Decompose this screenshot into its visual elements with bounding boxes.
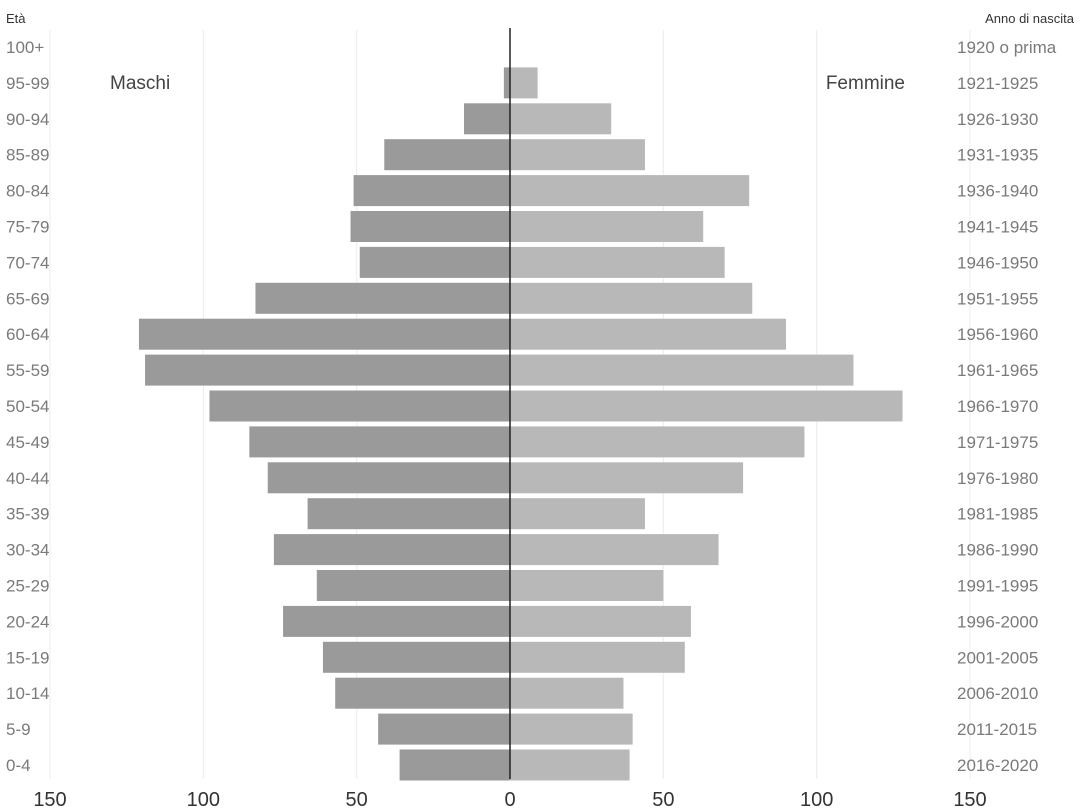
birth-year-tick-label: 1981-1985 <box>957 505 1038 524</box>
bar-female-45-49 <box>510 426 805 458</box>
tick-labels: 100+ 95-99 90-94 85-89 80-84 75-79 70-74 65-69 6… <box>6 38 1057 811</box>
birth-year-tick-label: 2001-2005 <box>957 648 1038 667</box>
bar-male-30-34 <box>273 534 510 566</box>
bar-female-75-79 <box>510 211 704 242</box>
bar-female-50-54 <box>510 390 903 422</box>
bar-male-55-59 <box>145 354 511 386</box>
age-tick-label: 5-9 <box>6 720 31 739</box>
bar-female-0-4 <box>510 749 630 781</box>
birth-year-tick-label: 1991-1995 <box>957 577 1038 596</box>
bar-male-5-9 <box>378 713 510 745</box>
birth-year-tick-label: 2006-2010 <box>957 684 1038 703</box>
birth-year-tick-label: 1956-1960 <box>957 325 1038 344</box>
bar-female-60-64 <box>510 318 786 350</box>
bar-female-55-59 <box>510 354 854 386</box>
age-tick-label: 55-59 <box>6 361 49 380</box>
bar-female-40-44 <box>510 462 744 494</box>
x-tick-label: 150 <box>953 789 986 811</box>
bar-male-65-69 <box>255 282 510 314</box>
bar-female-5-9 <box>510 713 633 745</box>
bar-male-70-74 <box>359 246 510 278</box>
x-tick-label: 100 <box>800 789 833 811</box>
age-tick-label: 90-94 <box>6 110 49 129</box>
bar-male-75-79 <box>350 211 510 242</box>
age-tick-label: 50-54 <box>6 397 49 416</box>
bar-female-15-19 <box>510 641 685 673</box>
bar-male-60-64 <box>138 318 510 350</box>
bar-male-0-4 <box>399 749 510 781</box>
birth-year-tick-label: 1971-1975 <box>957 433 1038 452</box>
male-series-label: Maschi <box>110 73 170 94</box>
bar-female-20-24 <box>510 605 691 637</box>
bar-male-10-14 <box>335 677 510 709</box>
birth-year-tick-label: 2016-2020 <box>957 756 1038 775</box>
bar-female-90-94 <box>510 103 612 135</box>
age-tick-label: 20-24 <box>6 612 49 631</box>
birth-year-tick-label: 1961-1965 <box>957 361 1038 380</box>
age-tick-label: 25-29 <box>6 577 49 596</box>
birth-year-tick-label: 1986-1990 <box>957 541 1038 560</box>
age-tick-label: 35-39 <box>6 505 49 524</box>
bar-female-85-89 <box>510 139 645 171</box>
x-tick-label: 0 <box>504 789 515 811</box>
birth-year-tick-label: 1951-1955 <box>957 289 1038 308</box>
x-tick-label: 100 <box>187 789 220 811</box>
birth-year-tick-label: 1926-1930 <box>957 110 1038 129</box>
age-axis-title: Età <box>6 11 26 26</box>
bar-female-10-14 <box>510 677 624 709</box>
bar-female-80-84 <box>510 175 750 207</box>
age-tick-label: 0-4 <box>6 756 31 775</box>
birth-year-tick-label: 1936-1940 <box>957 182 1038 201</box>
bar-male-90-94 <box>464 103 510 135</box>
age-tick-label: 45-49 <box>6 433 49 452</box>
bar-female-30-34 <box>510 534 719 566</box>
age-tick-label: 30-34 <box>6 541 49 560</box>
age-tick-label: 100+ <box>6 38 44 57</box>
age-tick-label: 15-19 <box>6 648 49 667</box>
bar-female-35-39 <box>510 498 645 530</box>
birth-year-tick-label: 1996-2000 <box>957 612 1038 631</box>
bar-male-80-84 <box>353 175 510 207</box>
age-tick-label: 85-89 <box>6 146 49 165</box>
bar-male-50-54 <box>209 390 510 422</box>
bar-male-85-89 <box>384 139 510 171</box>
birth-year-tick-label: 1931-1935 <box>957 146 1038 165</box>
x-tick-label: 50 <box>346 789 368 811</box>
bar-male-95-99 <box>503 67 510 99</box>
bar-female-25-29 <box>510 570 664 601</box>
bar-male-20-24 <box>283 605 510 637</box>
bar-male-35-39 <box>307 498 510 530</box>
female-series-label: Femmine <box>826 73 905 94</box>
bars <box>138 67 903 781</box>
age-tick-label: 10-14 <box>6 684 49 703</box>
birth-year-tick-label: 1946-1950 <box>957 253 1038 272</box>
age-tick-label: 65-69 <box>6 289 49 308</box>
birth-year-tick-label: 1921-1925 <box>957 74 1038 93</box>
birth-year-tick-label: 1941-1945 <box>957 218 1038 237</box>
labels: Età Anno di nascita Maschi Femmine <box>6 11 1075 94</box>
birth-year-tick-label: 1966-1970 <box>957 397 1038 416</box>
age-tick-label: 70-74 <box>6 253 49 272</box>
bar-female-70-74 <box>510 246 725 278</box>
age-tick-label: 40-44 <box>6 469 49 488</box>
bar-male-15-19 <box>322 641 510 673</box>
birth-year-tick-label: 1976-1980 <box>957 469 1038 488</box>
x-tick-label: 50 <box>652 789 674 811</box>
birth-axis-title: Anno di nascita <box>985 11 1075 26</box>
age-tick-label: 95-99 <box>6 74 49 93</box>
birth-year-tick-label: 1920 o prima <box>957 38 1057 57</box>
bar-male-25-29 <box>316 570 510 601</box>
age-tick-label: 60-64 <box>6 325 49 344</box>
age-tick-label: 80-84 <box>6 182 49 201</box>
birth-year-tick-label: 2011-2015 <box>957 720 1037 739</box>
x-tick-label: 150 <box>33 789 66 811</box>
bar-male-45-49 <box>249 426 511 458</box>
age-tick-label: 75-79 <box>6 218 49 237</box>
bar-male-40-44 <box>267 462 510 494</box>
bar-female-65-69 <box>510 282 753 314</box>
bar-female-95-99 <box>510 67 538 99</box>
